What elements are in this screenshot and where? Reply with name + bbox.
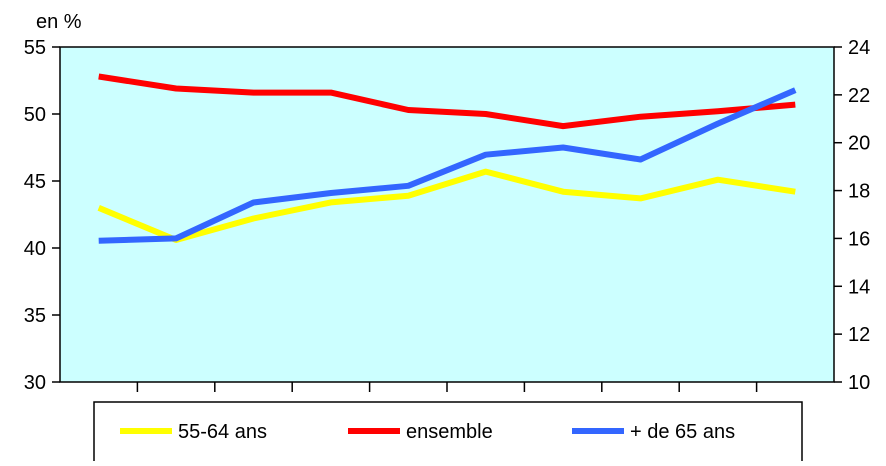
left-tick-label: 40	[24, 238, 46, 260]
right-tick-label: 12	[848, 324, 870, 346]
right-tick-label: 22	[848, 85, 870, 107]
legend: 55-64 ans ensemble + de 65 ans	[94, 402, 802, 461]
legend-label-55-64-ans: 55-64 ans	[178, 421, 267, 443]
unit-label: en %	[36, 11, 82, 33]
plot-area	[60, 47, 834, 382]
right-tick-label: 24	[848, 37, 870, 59]
right-tick-label: 10	[848, 372, 870, 394]
legend-label-ensemble: ensemble	[406, 421, 493, 443]
right-tick-label: 20	[848, 133, 870, 155]
x-axis	[137, 382, 756, 392]
left-tick-label: 50	[24, 104, 46, 126]
left-tick-label: 30	[24, 372, 46, 394]
left-y-axis: 30 35 40 45 50 55	[24, 37, 60, 394]
right-tick-label: 18	[848, 181, 870, 203]
right-tick-label: 16	[848, 228, 870, 250]
left-tick-label: 45	[24, 171, 46, 193]
right-tick-label: 14	[848, 276, 870, 298]
left-tick-label: 55	[24, 37, 46, 59]
right-y-axis: 10 12 14 16 18 20 22 24	[834, 37, 870, 394]
legend-label-de-65-ans: + de 65 ans	[630, 421, 735, 443]
left-tick-label: 35	[24, 305, 46, 327]
